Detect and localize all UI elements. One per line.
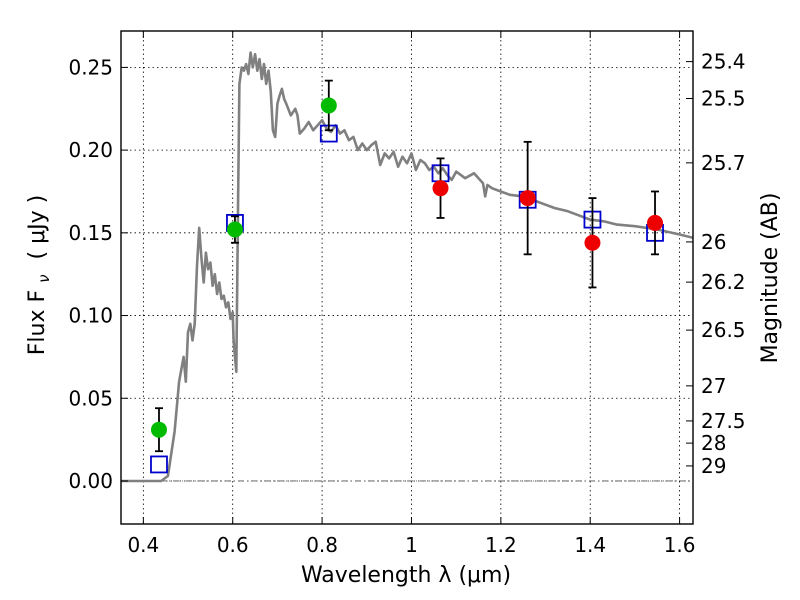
right-tick-label: 26.2 bbox=[701, 270, 746, 294]
sed-model-line bbox=[121, 51, 693, 483]
x-tick-label: 1.2 bbox=[485, 533, 517, 557]
y-axis-title-main: Flux F bbox=[25, 290, 50, 355]
y-axis-title-unit: ( μJy ) bbox=[25, 195, 50, 260]
y-axis-title: Flux F ν ( μJy ) bbox=[25, 195, 55, 355]
right-tick-label: 29 bbox=[701, 454, 726, 478]
observed-flux-point bbox=[226, 221, 243, 238]
x-tick-label: 0.4 bbox=[127, 533, 159, 557]
tick-labels: 0.4 0.6 0.8 1 1.2 1.4 1.6 0.00 0.05 0.10 0.15 0.20 0… bbox=[68, 50, 745, 557]
right-tick-label: 27.5 bbox=[701, 409, 746, 433]
observed-flux-point bbox=[150, 421, 167, 438]
observed-flux-point bbox=[432, 180, 449, 197]
observed-flux-point bbox=[584, 234, 601, 251]
x-tick-label: 1 bbox=[405, 533, 418, 557]
y-tick-label: 0.15 bbox=[68, 221, 113, 245]
x-axis-title: Wavelength λ (μm) bbox=[301, 563, 511, 588]
y-tick-label: 0.20 bbox=[68, 138, 113, 162]
grid bbox=[121, 31, 693, 524]
ticks bbox=[121, 31, 693, 524]
y-axis-title-subscript: ν bbox=[35, 274, 53, 282]
y-tick-label: 0.00 bbox=[68, 469, 113, 493]
observed-flux-point bbox=[647, 214, 664, 231]
y-tick-label: 0.25 bbox=[68, 55, 113, 79]
right-tick-label: 26.5 bbox=[701, 318, 746, 342]
observed-flux-point bbox=[320, 97, 337, 114]
right-axis-title: Magnitude (AB) bbox=[758, 193, 783, 364]
plot-frame bbox=[120, 30, 694, 525]
x-tick-label: 1.4 bbox=[574, 533, 606, 557]
right-tick-label: 27 bbox=[701, 374, 726, 398]
series bbox=[121, 51, 693, 483]
right-tick-label: 26 bbox=[701, 230, 726, 254]
right-tick-label: 25.4 bbox=[701, 50, 746, 74]
y-tick-label: 0.10 bbox=[68, 304, 113, 328]
right-tick-label: 28 bbox=[701, 431, 726, 455]
x-tick-label: 0.6 bbox=[217, 533, 249, 557]
model-photometry-square bbox=[150, 455, 168, 474]
right-tick-label: 25.5 bbox=[701, 86, 746, 110]
x-tick-label: 1.6 bbox=[664, 533, 696, 557]
x-tick-label: 0.8 bbox=[306, 533, 338, 557]
y-tick-label: 0.05 bbox=[68, 386, 113, 410]
observed-flux-point bbox=[519, 190, 536, 207]
right-tick-label: 25.7 bbox=[701, 151, 746, 175]
